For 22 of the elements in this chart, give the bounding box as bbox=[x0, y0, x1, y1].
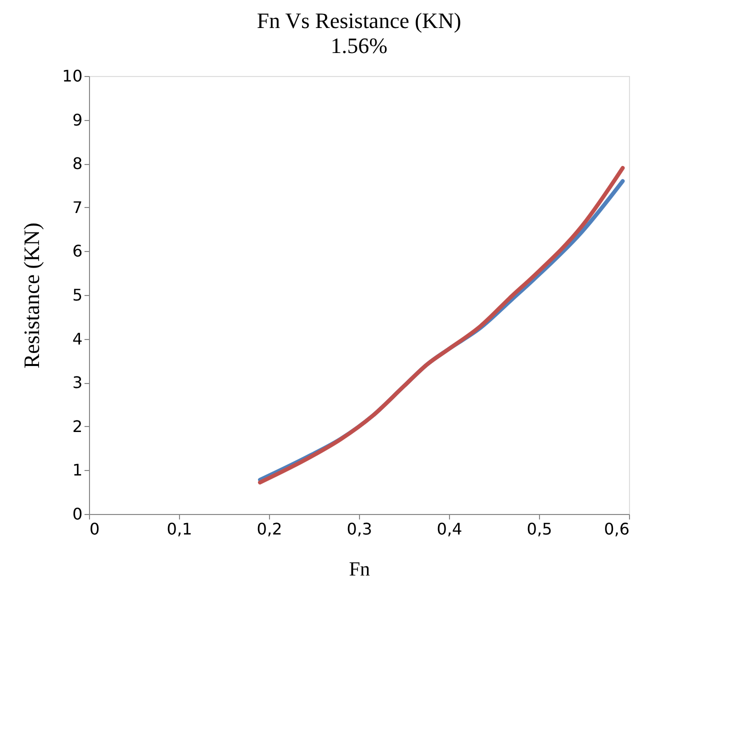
x-tick-label: 0,6 bbox=[604, 520, 630, 538]
y-tick-label: 10 bbox=[62, 66, 82, 86]
y-tick-label: 8 bbox=[72, 154, 82, 174]
y-tick-label: 0 bbox=[72, 504, 82, 524]
y-tick-label: 9 bbox=[72, 110, 82, 130]
y-tick-label: 3 bbox=[72, 373, 82, 392]
y-tick-label: 5 bbox=[72, 286, 82, 304]
y-tick-label: 6 bbox=[72, 242, 82, 261]
x-tick-label: 0,1 bbox=[166, 520, 192, 538]
chart-title: Fn Vs Resistance (KN) bbox=[256, 8, 462, 33]
y-tick-label: 7 bbox=[72, 198, 82, 217]
x-tick-label: 0,3 bbox=[346, 520, 372, 538]
y-tick-label: 2 bbox=[72, 416, 82, 436]
y-tick-label: 4 bbox=[72, 329, 82, 348]
x-axis-title: Fn bbox=[348, 558, 370, 580]
y-tick-label: 1 bbox=[72, 460, 82, 480]
x-tick-label: 0,4 bbox=[436, 520, 462, 538]
y-axis-title: Resistance (KN) bbox=[19, 222, 44, 369]
x-tick-label: 0 bbox=[90, 520, 100, 538]
x-tick-label: 0,2 bbox=[256, 520, 282, 538]
x-tick-label: 0,5 bbox=[526, 520, 552, 538]
text: 1.56% bbox=[330, 33, 388, 58]
